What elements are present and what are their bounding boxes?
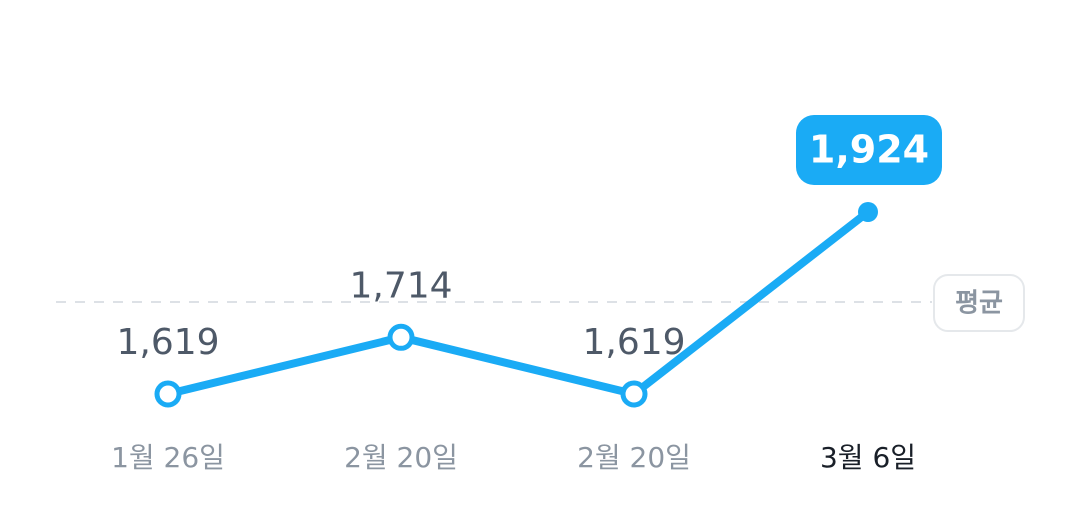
x-tick-label: 3월 6일 bbox=[820, 441, 916, 474]
average-badge-box bbox=[933, 274, 1025, 332]
series-line bbox=[164, 208, 872, 398]
highlight-callout: 1,924 bbox=[796, 115, 942, 185]
x-axis-labels: 1월 26일 2월 20일 2월 20일 3월 6일 bbox=[111, 441, 916, 474]
value-label: 1,619 bbox=[582, 322, 685, 363]
average-badge: 평균 bbox=[933, 274, 1025, 332]
x-tick-label: 1월 26일 bbox=[111, 441, 225, 474]
value-label: 1,714 bbox=[349, 265, 452, 306]
data-point-highlight bbox=[858, 202, 878, 222]
average-badge-label: 평균 bbox=[955, 289, 1003, 319]
data-points bbox=[154, 202, 878, 408]
value-label: 1,619 bbox=[116, 322, 219, 363]
callout-value: 1,924 bbox=[809, 128, 929, 172]
data-point bbox=[387, 323, 415, 351]
x-tick-label: 2월 20일 bbox=[344, 441, 458, 474]
data-point bbox=[620, 380, 648, 408]
value-labels: 1,619 1,714 1,619 bbox=[116, 265, 685, 363]
data-point bbox=[154, 380, 182, 408]
callout-box bbox=[796, 115, 942, 185]
x-tick-label: 2월 20일 bbox=[577, 441, 691, 474]
